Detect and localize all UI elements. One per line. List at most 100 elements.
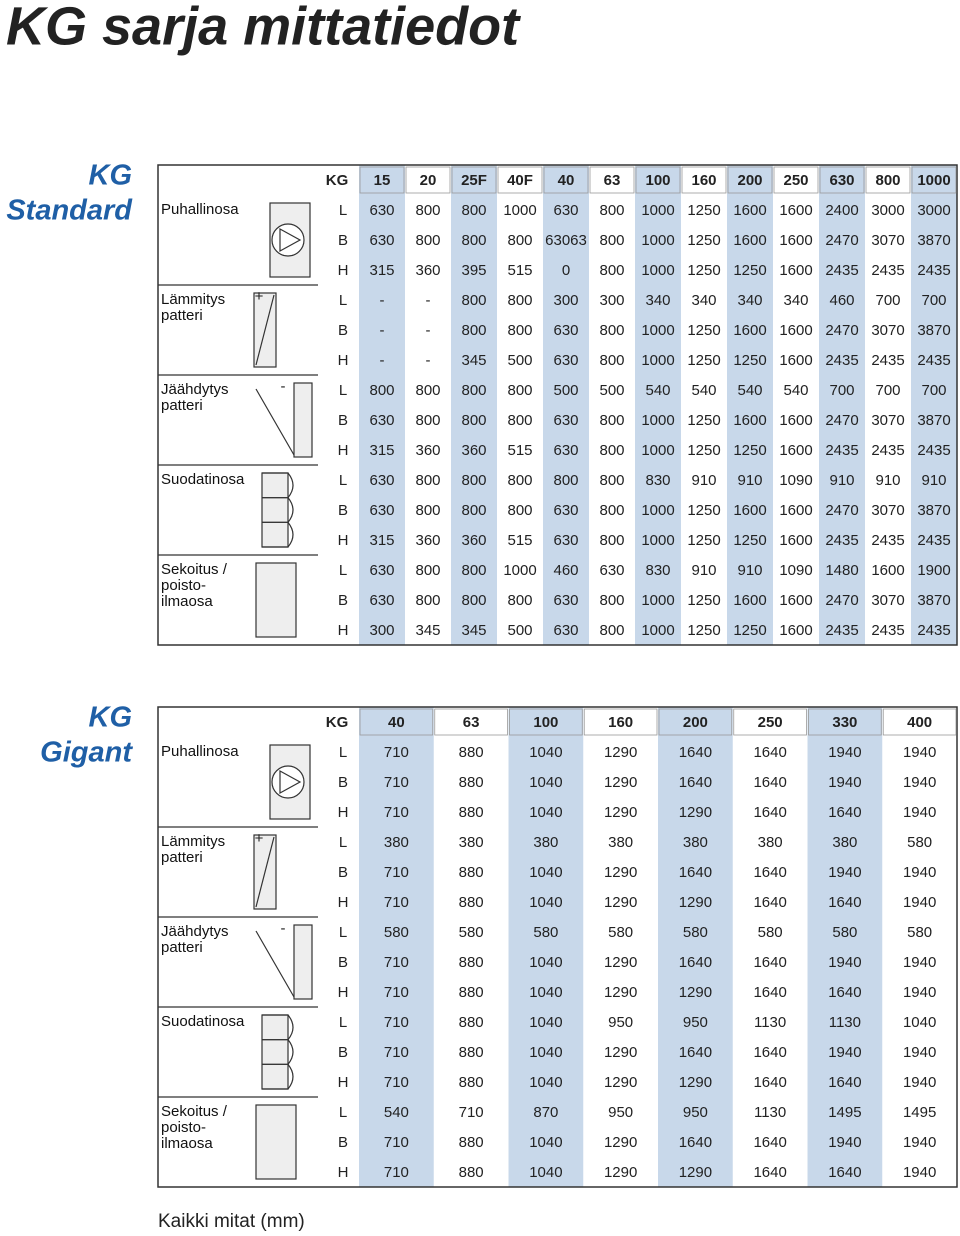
cell-text: 3000 bbox=[917, 202, 950, 219]
header-cell bbox=[808, 708, 882, 736]
group-name: patteri bbox=[161, 849, 203, 866]
cell-text: 1640 bbox=[679, 1044, 712, 1061]
cell-text: 710 bbox=[459, 1104, 484, 1121]
cell-text: 880 bbox=[459, 1014, 484, 1031]
cell-text: 1250 bbox=[687, 442, 720, 459]
cell-text: 1290 bbox=[604, 774, 637, 791]
cell-text: 950 bbox=[683, 1104, 708, 1121]
cell-text: 950 bbox=[608, 1014, 633, 1031]
cell-text: 1040 bbox=[529, 984, 562, 1001]
cell-text: 1640 bbox=[828, 894, 861, 911]
cell-text: 1640 bbox=[828, 804, 861, 821]
group-name: Suodatinosa bbox=[161, 471, 245, 488]
cell-text: 800 bbox=[599, 622, 624, 639]
cell-text: 710 bbox=[384, 744, 409, 761]
cell-text: 910 bbox=[829, 472, 854, 489]
cell-text: 360 bbox=[461, 532, 486, 549]
cell-text: 1000 bbox=[641, 532, 674, 549]
cell-text: 1090 bbox=[779, 562, 812, 579]
group-sign: - bbox=[281, 378, 286, 395]
cell-text: 1000 bbox=[641, 262, 674, 279]
cell-text: 1600 bbox=[733, 502, 766, 519]
cell-text: 800 bbox=[415, 472, 440, 489]
cell-text: 2435 bbox=[917, 622, 950, 639]
row-dimension: B bbox=[338, 1044, 348, 1061]
cell-text: 1600 bbox=[779, 592, 812, 609]
cell-text: 630 bbox=[553, 442, 578, 459]
cell-text: 800 bbox=[461, 592, 486, 609]
header-cell-text: 1000 bbox=[917, 172, 950, 189]
header-cell-text: 250 bbox=[783, 172, 808, 189]
cell-text: 1480 bbox=[825, 562, 858, 579]
cell-text: 1940 bbox=[903, 774, 936, 791]
cell-text: 1290 bbox=[604, 1074, 637, 1091]
header-cell-text: 15 bbox=[374, 172, 391, 189]
cell-text: 1290 bbox=[679, 894, 712, 911]
cell-text: 1000 bbox=[641, 622, 674, 639]
cell-text: 880 bbox=[459, 1044, 484, 1061]
icon-box bbox=[293, 382, 313, 458]
cell-text: 1250 bbox=[687, 592, 720, 609]
header-cell-text: 40F bbox=[507, 172, 533, 189]
cell-text: 800 bbox=[599, 502, 624, 519]
cell-text: 1600 bbox=[779, 502, 812, 519]
cell-text: 1640 bbox=[828, 1164, 861, 1181]
cell-text: 1290 bbox=[604, 1044, 637, 1061]
cell-text: 1040 bbox=[529, 1044, 562, 1061]
cell-text: 910 bbox=[737, 562, 762, 579]
cell-text: 800 bbox=[415, 412, 440, 429]
cell-text: 800 bbox=[415, 382, 440, 399]
cell-text: 630 bbox=[553, 622, 578, 639]
section-label: Gigant bbox=[40, 737, 133, 769]
header-cell-text: 63 bbox=[604, 172, 621, 189]
header-cell bbox=[497, 166, 543, 194]
group-name: ilmaosa bbox=[161, 1135, 213, 1152]
icon-box bbox=[261, 1014, 289, 1090]
cell-text: 2435 bbox=[917, 442, 950, 459]
cell-text: - bbox=[426, 292, 431, 309]
cell-text: 830 bbox=[645, 472, 670, 489]
cell-text: 1250 bbox=[733, 442, 766, 459]
cell-text: 1940 bbox=[903, 894, 936, 911]
cell-text: 3070 bbox=[871, 502, 904, 519]
header-cell-text: 160 bbox=[691, 172, 716, 189]
cell-text: 1600 bbox=[733, 232, 766, 249]
column-shade bbox=[543, 165, 589, 645]
cell-text: 1600 bbox=[779, 202, 812, 219]
cell-text: 2470 bbox=[825, 592, 858, 609]
cell-text: 1640 bbox=[753, 1134, 786, 1151]
cell-text: 630 bbox=[369, 202, 394, 219]
row-dimension: L bbox=[339, 1104, 347, 1121]
header-cell bbox=[589, 166, 635, 194]
cell-text: 800 bbox=[507, 232, 532, 249]
header-cell-text: KG bbox=[326, 172, 349, 189]
cell-text: 380 bbox=[384, 834, 409, 851]
footer-note: Kaikki mitat (mm) bbox=[158, 1211, 305, 1232]
cell-text: 800 bbox=[507, 292, 532, 309]
cell-text: - bbox=[426, 322, 431, 339]
cell-text: 1000 bbox=[503, 202, 536, 219]
cell-text: 1290 bbox=[679, 804, 712, 821]
row-dimension: L bbox=[339, 292, 347, 309]
group-name: Jäähdytys bbox=[161, 381, 229, 398]
cell-text: 1940 bbox=[903, 1164, 936, 1181]
cell-text: 2470 bbox=[825, 232, 858, 249]
header-cell bbox=[819, 166, 865, 194]
cell-text: 540 bbox=[384, 1104, 409, 1121]
section-label: KG bbox=[89, 702, 133, 734]
cell-text: 800 bbox=[507, 472, 532, 489]
header-cell-text: 100 bbox=[645, 172, 670, 189]
group-name: patteri bbox=[161, 397, 203, 414]
icon-box bbox=[293, 924, 313, 1000]
cell-text: 1940 bbox=[828, 1134, 861, 1151]
header-cell bbox=[882, 708, 957, 736]
row-dimension: H bbox=[338, 262, 349, 279]
cell-text: 3070 bbox=[871, 232, 904, 249]
cell-text: 880 bbox=[459, 864, 484, 881]
header-cell-text: 40 bbox=[388, 714, 405, 731]
cell-text: 1600 bbox=[733, 202, 766, 219]
cell-text: 800 bbox=[415, 232, 440, 249]
cell-text: 1250 bbox=[687, 322, 720, 339]
cell-text: 800 bbox=[599, 472, 624, 489]
cell-text: 800 bbox=[461, 472, 486, 489]
